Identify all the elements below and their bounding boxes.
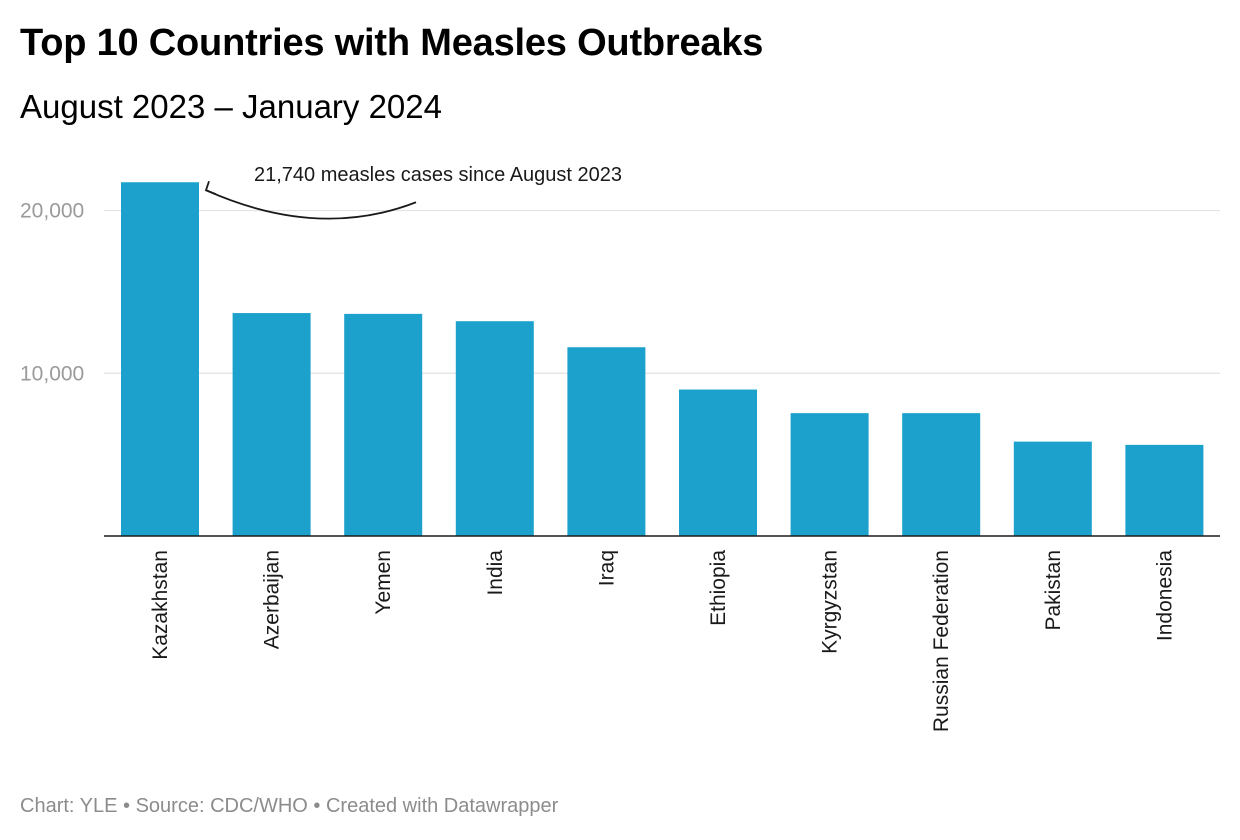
x-tick-label: Russian Federation [930, 550, 953, 732]
chart-subtitle: August 2023 – January 2024 [20, 88, 442, 125]
x-tick-label: Pakistan [1042, 550, 1065, 631]
x-tick-label: Iraq [595, 550, 618, 586]
x-tick-label: India [484, 550, 507, 596]
x-axis-labels: Kazakhstan Azerbaijan Yemen India Iraq Ethiop… [149, 550, 1176, 732]
bar-pakistan [1013, 441, 1092, 536]
x-tick-label: Azerbaijan [261, 550, 284, 649]
bar-kyrgyzstan [790, 413, 869, 536]
y-tick-label: 10,000 [20, 362, 84, 385]
annotation-arrow [205, 189, 417, 220]
bar-russian-federation [902, 413, 981, 536]
x-tick-label: Kazakhstan [149, 550, 172, 660]
chart-footer: Chart: YLE • Source: CDC/WHO • Created w… [20, 795, 558, 818]
source-credit: Source: CDC/WHO [135, 795, 308, 817]
bar-ethiopia [679, 389, 757, 536]
datawrapper-credit: Created with Datawrapper [325, 795, 559, 817]
bar-yemen [344, 313, 423, 536]
x-tick-label: Ethiopia [707, 550, 730, 626]
bar-iraq [567, 347, 646, 536]
annotation: 21,740 measles cases since August 2023 [204, 164, 622, 220]
footer-separator: • [307, 795, 326, 817]
chart-title: Top 10 Countries with Measles Outbreaks [20, 22, 764, 64]
annotation-text: 21,740 measles cases since August 2023 [254, 164, 622, 186]
footer-separator: • [117, 795, 136, 817]
y-tick-label: 20,000 [20, 200, 84, 223]
bar-indonesia [1125, 444, 1204, 536]
bar-india [455, 321, 534, 536]
x-tick-label: Yemen [372, 550, 395, 615]
y-axis-ticks: 10,000 20,000 [20, 200, 84, 386]
bar-chart: 10,000 20,000 Kazakhstan Azerbaijan Yemen In… [20, 164, 1220, 732]
bars [121, 182, 1204, 537]
chart-credit: Chart: YLE [20, 795, 118, 817]
bar-azerbaijan [232, 313, 311, 536]
x-tick-label: Indonesia [1153, 550, 1176, 641]
x-tick-label: Kyrgyzstan [819, 550, 842, 654]
annotation-arrowhead [204, 180, 217, 196]
bar-kazakhstan [121, 182, 199, 537]
